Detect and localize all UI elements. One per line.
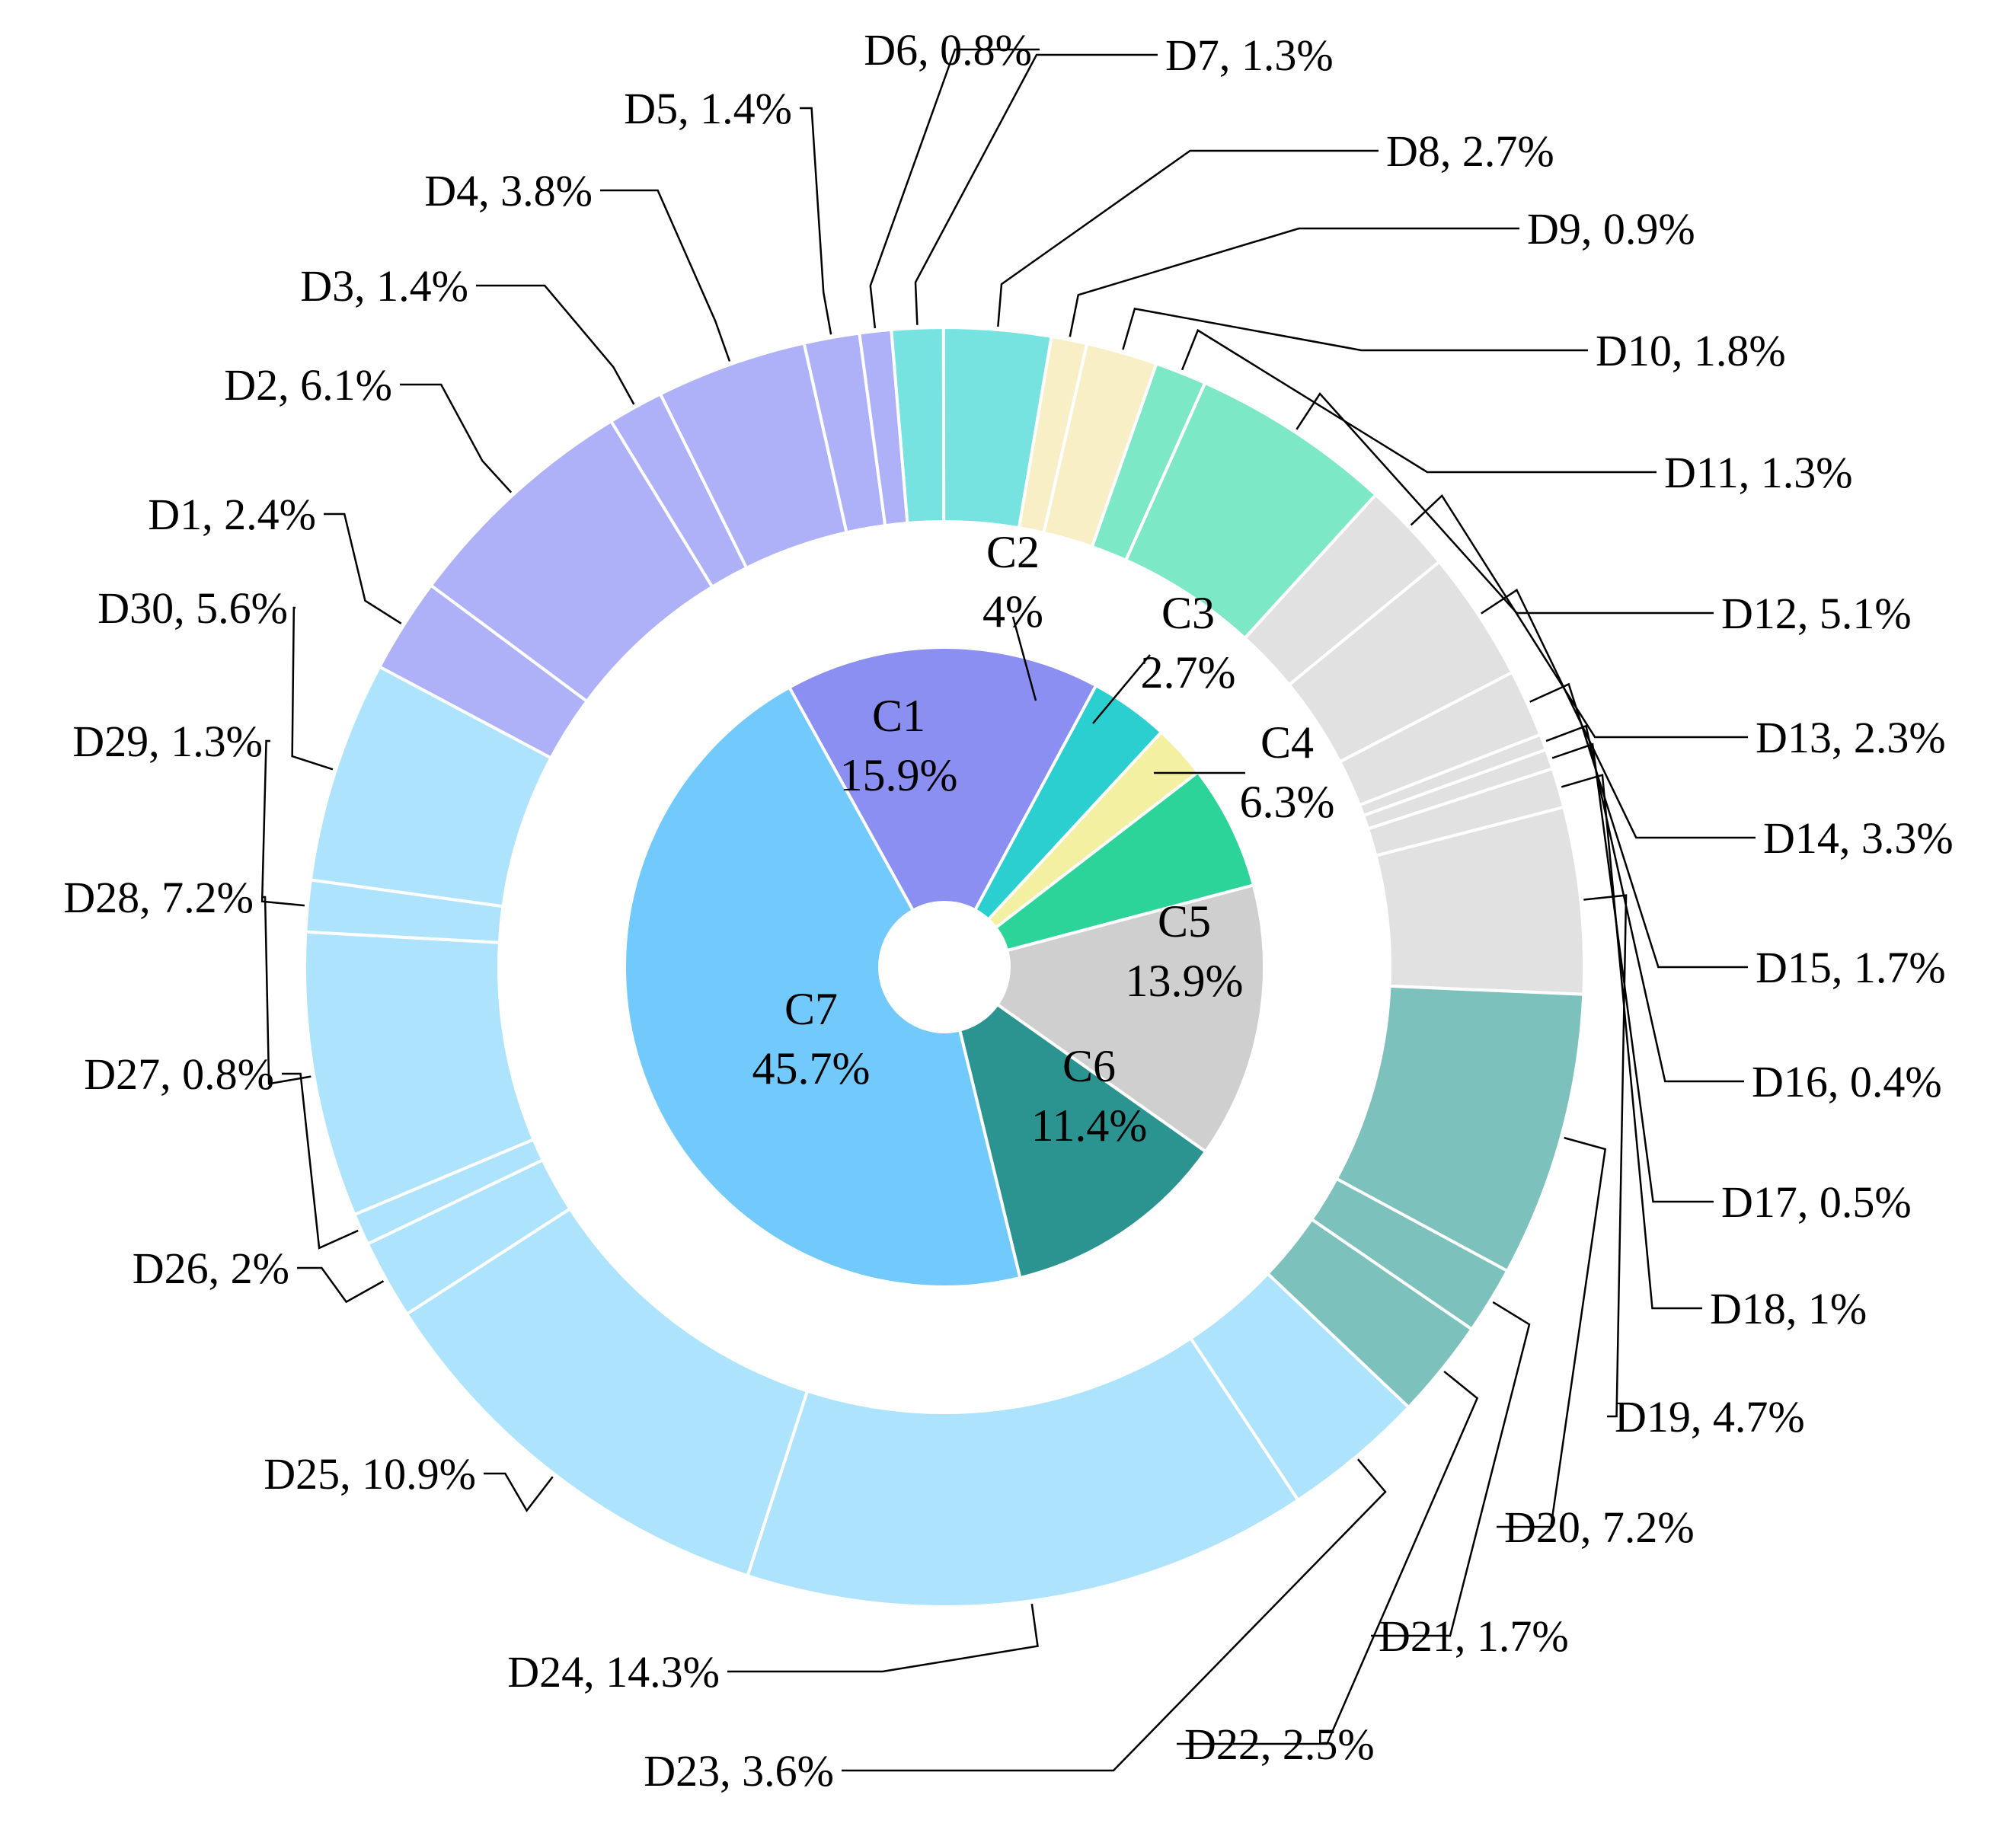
- outer-ring: [303, 325, 1586, 1608]
- leader-d4: [600, 189, 731, 362]
- inner-label-c7: C7 45.7%: [752, 984, 871, 1094]
- leader-d3: [476, 284, 635, 405]
- outer-label-d6: D6, 0.8%: [864, 25, 1032, 75]
- leader-d17: [1551, 742, 1714, 1203]
- leader-d27: [282, 1072, 359, 1250]
- leader-d10: [1122, 307, 1588, 352]
- inner-label-c3: C3 2.7%: [1141, 588, 1236, 698]
- inner-slice-c7: [623, 685, 1022, 1288]
- leader-d7: [914, 53, 1158, 325]
- inner-slice-c4: [993, 770, 1256, 953]
- outer-label-d22: D22, 2.5%: [1184, 1719, 1375, 1769]
- outer-label-d14: D14, 3.3%: [1763, 813, 1954, 863]
- leader-d6: [869, 48, 1040, 329]
- outer-label-d13: D13, 2.3%: [1756, 713, 1946, 762]
- inner-label-c2: C2 4%: [982, 527, 1043, 637]
- leader-d9: [1069, 227, 1519, 337]
- leader-d26: [297, 1266, 385, 1304]
- outer-label-d25: D25, 10.9%: [264, 1449, 476, 1499]
- leader-d23: [842, 1458, 1387, 1772]
- inner-label-c5: C5 13.9%: [1126, 896, 1244, 1006]
- outer-label-d26: D26, 2%: [133, 1244, 289, 1293]
- inner-labels: C1 15.9% C2 4% C3 2.7%C4 6.3% C5 13.9% C6 11.4% C7 4…: [752, 527, 1335, 1151]
- leader-d18: [1561, 774, 1702, 1310]
- outer-label-d15: D15, 1.7%: [1756, 943, 1946, 992]
- outer-label-d1: D1, 2.4%: [148, 490, 316, 539]
- outer-label-d10: D10, 1.8%: [1596, 326, 1786, 375]
- outer-label-d23: D23, 3.6%: [644, 1746, 834, 1796]
- inner-slice-c1: [787, 646, 1098, 913]
- leader-d30: [291, 606, 334, 771]
- leader-d19: [1583, 894, 1628, 1418]
- outer-label-d5: D5, 1.4%: [624, 84, 792, 133]
- outer-label-d12: D12, 5.1%: [1721, 589, 1912, 638]
- outer-label-d19: D19, 4.7%: [1615, 1392, 1805, 1442]
- leader-d20: [1497, 1136, 1607, 1528]
- outer-label-d20: D20, 7.2%: [1504, 1502, 1695, 1552]
- leader-d2: [400, 383, 513, 493]
- inner-pie: [623, 646, 1266, 1288]
- leader-d25: [484, 1472, 554, 1512]
- inner-slice-c6: [957, 1002, 1208, 1280]
- outer-label-d4: D4, 3.8%: [424, 166, 593, 216]
- outer-label-d9: D9, 0.9%: [1527, 204, 1695, 254]
- leader-d13: [1410, 493, 1748, 739]
- outer-slice-d30: [308, 664, 554, 908]
- outer-label-d27: D27, 0.8%: [84, 1049, 274, 1099]
- outer-label-d24: D24, 14.3%: [507, 1647, 720, 1697]
- outer-label-d29: D29, 1.3%: [72, 717, 263, 766]
- outer-label-d7: D7, 1.3%: [1165, 30, 1334, 80]
- leader-d8: [997, 149, 1379, 327]
- inner-leader-c2: [1011, 616, 1037, 701]
- outer-label-d8: D8, 2.7%: [1386, 126, 1554, 176]
- leader-d5: [800, 107, 832, 335]
- inner-leader-c3: [1092, 654, 1151, 724]
- outer-label-d18: D18, 1%: [1710, 1284, 1867, 1333]
- outer-label-d11: D11, 1.3%: [1664, 448, 1853, 497]
- leader-d11: [1181, 328, 1657, 474]
- leader-d21: [1371, 1301, 1531, 1637]
- leader-d12: [1296, 392, 1714, 615]
- leader-d14: [1481, 588, 1756, 839]
- leader-d24: [727, 1603, 1039, 1673]
- outer-labels: D1, 2.4% D2, 6.1% D3, 1.4% D4, 3.8% D5, 1.4%…: [63, 25, 1953, 1796]
- leader-d29: [260, 739, 305, 907]
- inner-label-c6: C6 11.4%: [1031, 1041, 1148, 1151]
- outer-label-d17: D17, 0.5%: [1721, 1177, 1912, 1227]
- outer-label-d21: D21, 1.7%: [1379, 1611, 1569, 1661]
- outer-slice-d24: [746, 1336, 1301, 1608]
- outer-label-d2: D2, 6.1%: [224, 360, 392, 410]
- leader-d15: [1529, 682, 1748, 969]
- outer-label-d30: D30, 5.6%: [97, 583, 288, 633]
- inner-label-c4: C4 6.3%: [1240, 717, 1335, 827]
- outer-label-d16: D16, 0.4%: [1752, 1057, 1942, 1106]
- leader-lines: [260, 48, 1756, 1772]
- leader-d22: [1177, 1370, 1479, 1745]
- outer-label-d28: D28, 7.2%: [63, 873, 254, 922]
- inner-slice-c5: [995, 883, 1266, 1154]
- outer-label-d3: D3, 1.4%: [300, 261, 468, 311]
- inner-label-c1: C1 15.9%: [840, 691, 958, 800]
- leader-d1: [324, 512, 402, 624]
